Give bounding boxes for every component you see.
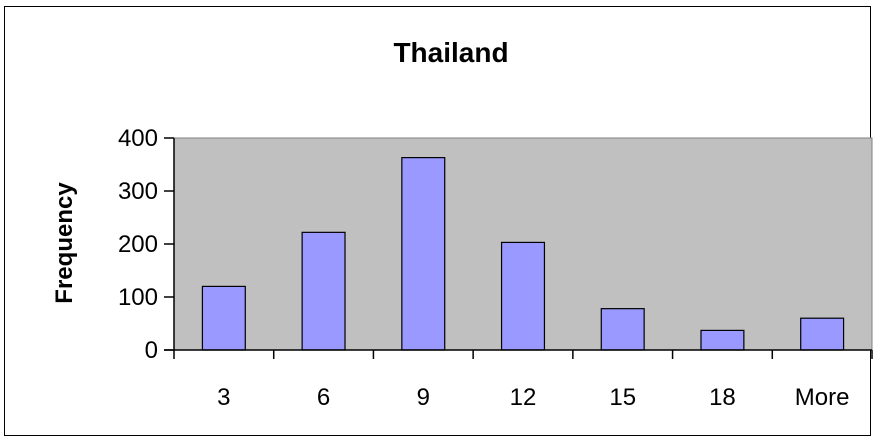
x-tick-label-6: 6 (317, 384, 330, 411)
x-tick-label-18: 18 (709, 384, 736, 411)
bar-6 (301, 231, 346, 351)
y-tick-label-400: 400 (118, 125, 158, 152)
x-tick-label-more: More (795, 384, 850, 411)
plot-area: 0 100 200 300 400 3 6 9 12 15 18 More (118, 125, 873, 411)
x-tick-label-15: 15 (609, 384, 636, 411)
chart-title: Thailand (393, 37, 508, 68)
bar-more (800, 317, 845, 351)
y-tick-label-0: 0 (145, 337, 158, 364)
y-tick-label-100: 100 (118, 284, 158, 311)
x-tick-label-3: 3 (217, 384, 230, 411)
y-tick-label-200: 200 (118, 231, 158, 258)
bar-18 (700, 329, 745, 351)
bar-12 (500, 241, 546, 351)
bar-15 (600, 308, 645, 351)
y-axis-title: Frequency (51, 182, 78, 304)
y-tick-label-300: 300 (118, 178, 158, 205)
x-tick-label-12: 12 (510, 384, 537, 411)
bar-9 (401, 157, 446, 351)
x-tick-label-9: 9 (417, 384, 430, 411)
bar-3 (201, 285, 246, 351)
